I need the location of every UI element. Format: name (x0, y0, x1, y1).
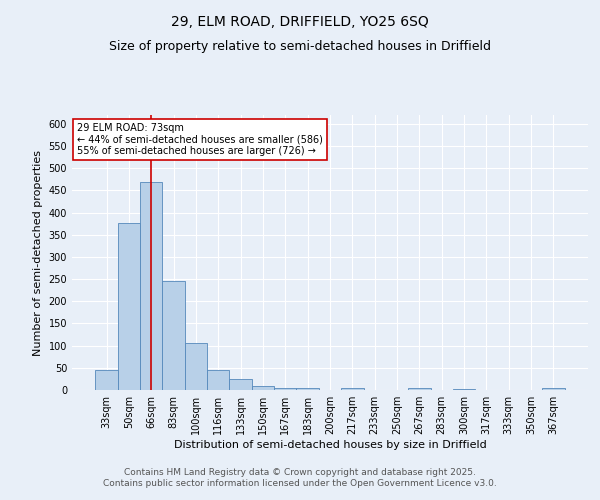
Bar (408, 388, 431, 390)
Text: Size of property relative to semi-detached houses in Driffield: Size of property relative to semi-detach… (109, 40, 491, 53)
Bar (229, 379, 252, 390)
Text: 29 ELM ROAD: 73sqm
← 44% of semi-detached houses are smaller (586)
55% of semi-d: 29 ELM ROAD: 73sqm ← 44% of semi-detache… (77, 123, 323, 156)
Bar (341, 388, 364, 390)
Bar (274, 388, 296, 390)
Bar (542, 388, 565, 390)
Y-axis label: Number of semi-detached properties: Number of semi-detached properties (33, 150, 43, 356)
Bar (207, 370, 229, 390)
Text: Contains HM Land Registry data © Crown copyright and database right 2025.
Contai: Contains HM Land Registry data © Crown c… (103, 468, 497, 487)
Bar (95, 370, 118, 390)
X-axis label: Distribution of semi-detached houses by size in Driffield: Distribution of semi-detached houses by … (173, 440, 487, 450)
Bar (118, 223, 140, 390)
Bar (296, 388, 319, 390)
Bar (163, 282, 185, 390)
Bar (140, 182, 163, 390)
Bar (453, 388, 475, 390)
Text: 29, ELM ROAD, DRIFFIELD, YO25 6SQ: 29, ELM ROAD, DRIFFIELD, YO25 6SQ (171, 15, 429, 29)
Bar (185, 344, 207, 390)
Bar (252, 386, 274, 390)
